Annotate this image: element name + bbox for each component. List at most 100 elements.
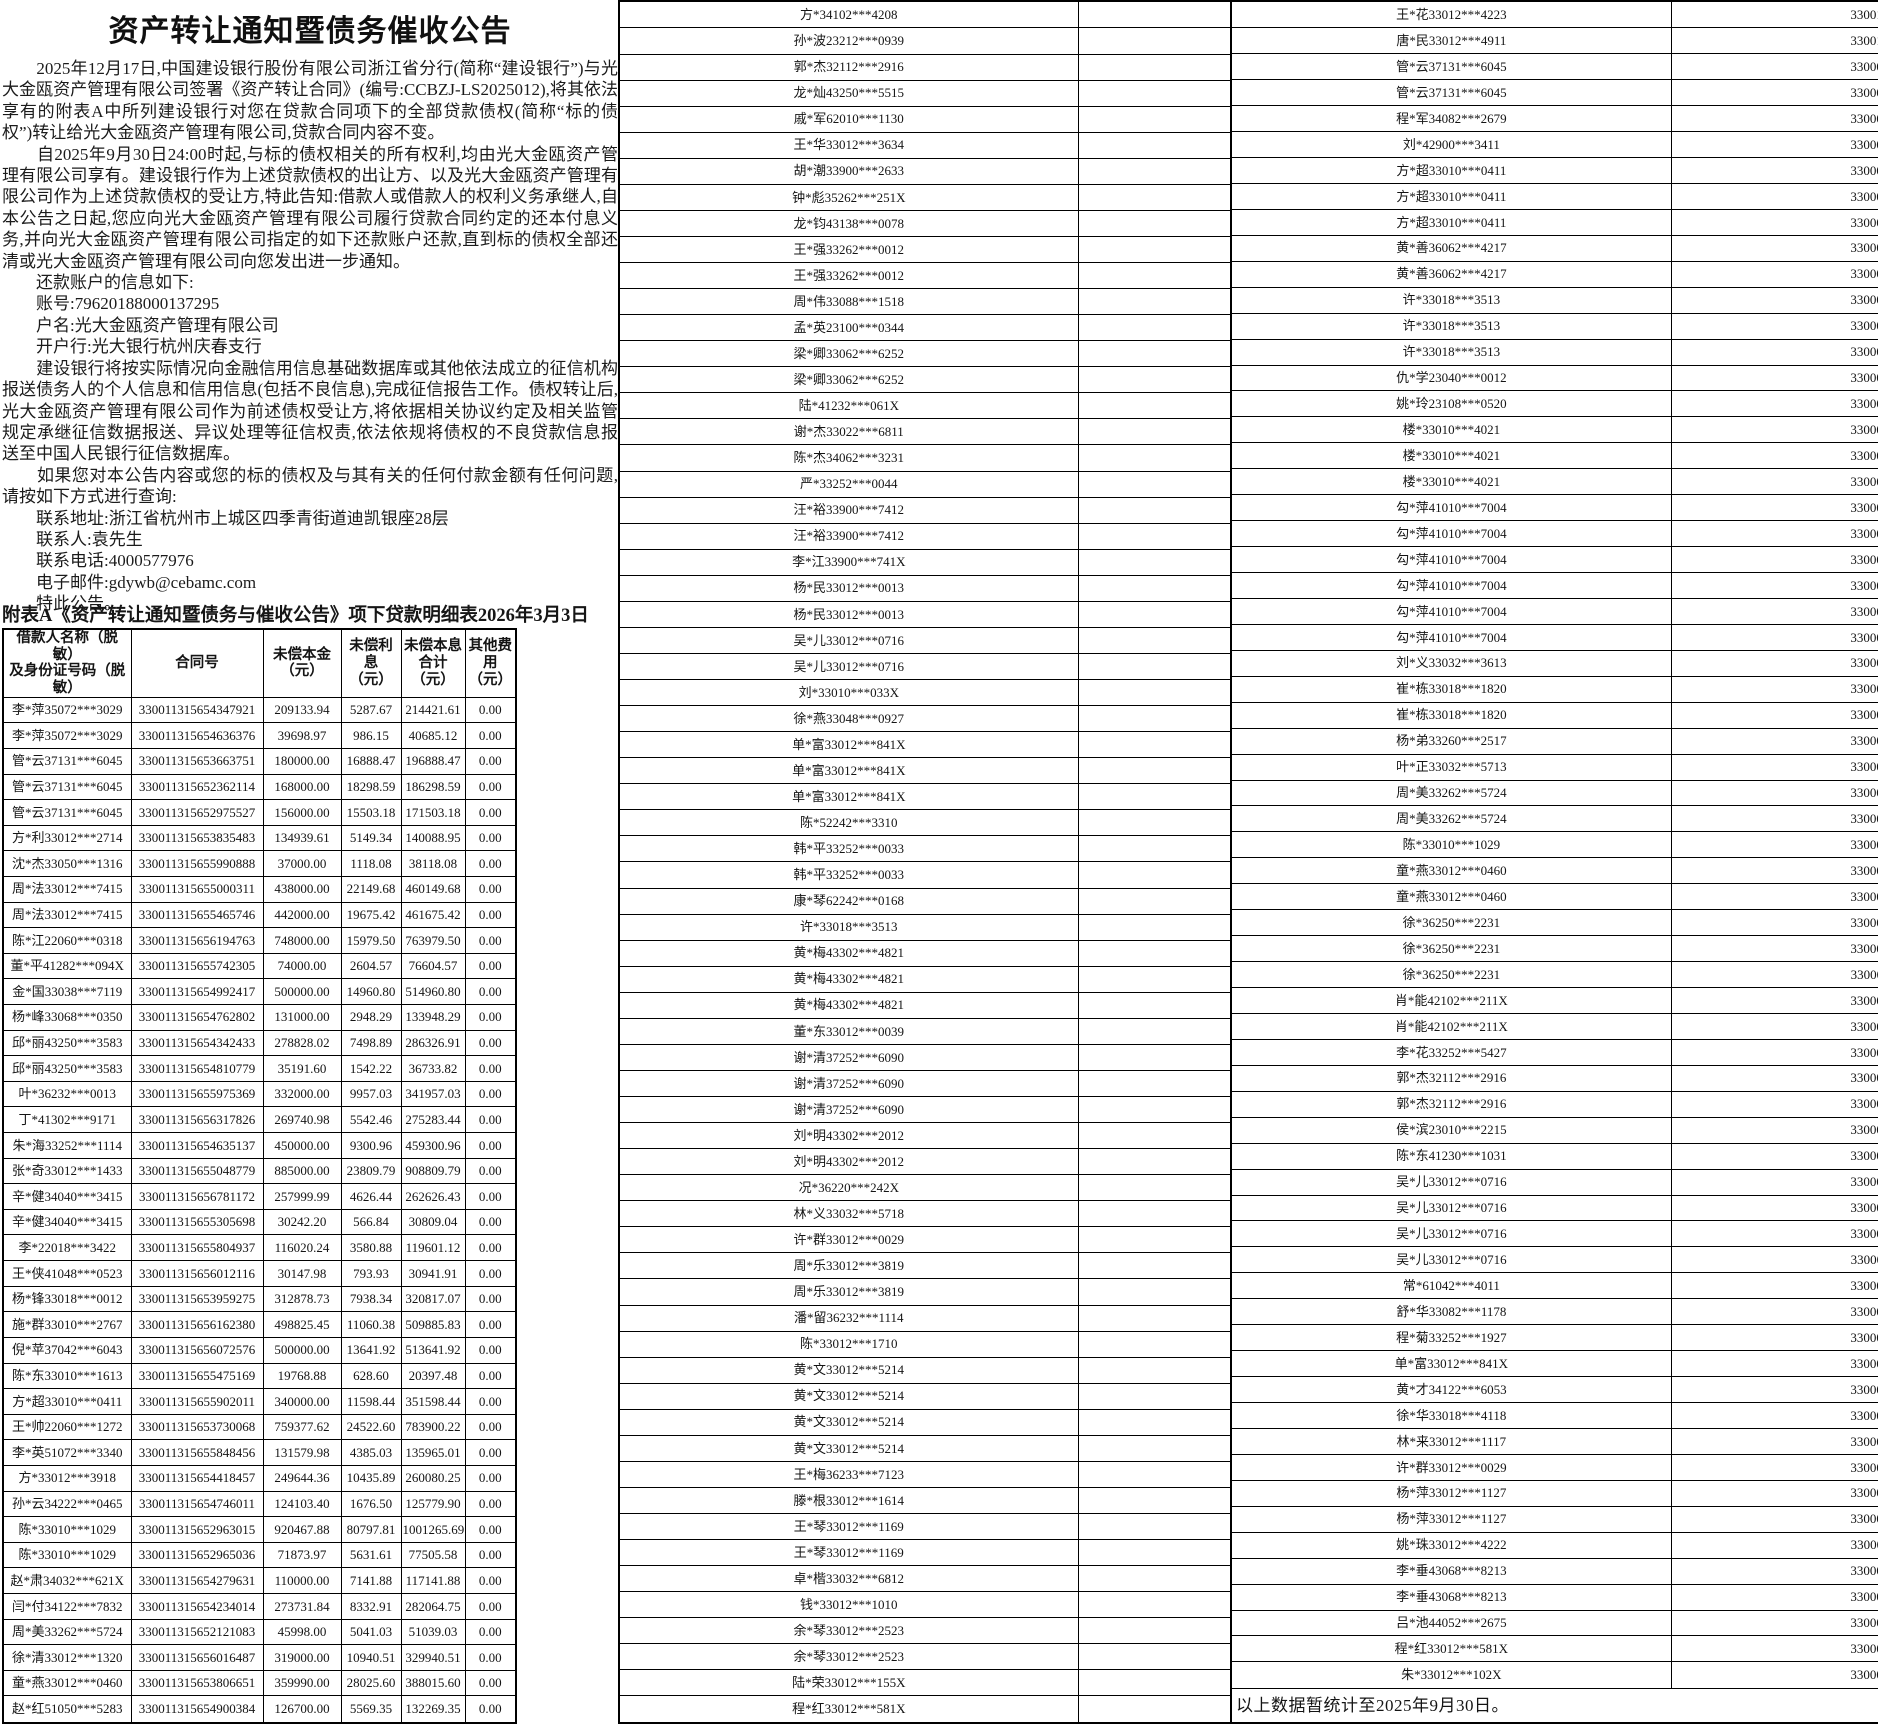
cell: 陈*东33010***1613: [2, 1362, 132, 1390]
cell: 况*36220***242X: [618, 1174, 1079, 1202]
cell: 0.00: [464, 1644, 517, 1671]
cell: 9957.03: [340, 1080, 402, 1108]
cell: 262626.43: [400, 1183, 466, 1210]
cell: 1542.22: [340, 1055, 402, 1082]
cell: 74000.00: [262, 952, 342, 980]
cell: 7141.88: [340, 1567, 402, 1595]
cell: 793.93: [340, 1260, 402, 1287]
cell: 龙*钧43138***0078: [618, 209, 1079, 237]
cell: 30941.91: [400, 1260, 466, 1287]
cell: 李*萍35072***3029: [2, 696, 132, 724]
cell: 45998.00: [262, 1618, 342, 1646]
cell: 郭*杰32112***2916: [618, 53, 1079, 81]
cell: 方*利33012***2714: [2, 824, 132, 852]
cell: 330009115656002717: [1670, 572, 1878, 599]
cell: 谢*清37252***6090: [618, 1069, 1079, 1098]
cell: 王*琴33012***1169: [618, 1513, 1079, 1541]
cell: 330011315655465746: [130, 901, 264, 929]
cell: 1001265.69: [400, 1516, 466, 1543]
table-row: 陈*东33010***1613 330011315655475169 19768.8…: [2, 1362, 517, 1390]
cell: 330011315655742305: [130, 952, 264, 980]
cell: 0.00: [464, 1362, 517, 1390]
table-row: 金*国33038***7119 330011315654992417 500000.…: [2, 978, 517, 1005]
cell: 330009115654672527: [1670, 1064, 1878, 1092]
cell: 单*富33012***841X: [1230, 1350, 1672, 1378]
cell: 359990.00: [262, 1669, 342, 1697]
cell: 0.00: [464, 1695, 517, 1724]
table-row: 陈*江22060***0318 330011315656194763 748000.…: [2, 927, 517, 954]
notice-paragraph: 还款账户的信息如下:: [2, 273, 194, 293]
cell: 330011315656162380: [130, 1311, 264, 1338]
cell: 黄*文33012***5214: [618, 1408, 1079, 1436]
cell: 张*奇33012***1433: [2, 1157, 132, 1185]
cell: 330011315655804937: [130, 1234, 264, 1262]
table-row: 辛*健34040***3415 330011315656781172 257999.…: [2, 1183, 517, 1210]
cell: 5149.34: [340, 824, 402, 852]
table-row: 吕*池44052***2675330009115656059846387993.…: [1230, 1609, 1878, 1637]
table-row: 李*花33252***5427330009115612506975447222.…: [1230, 1038, 1878, 1066]
cell: 330009115655770055: [1670, 649, 1878, 677]
table-row: 仇*学23040***0012330009115655221017276000.…: [1230, 364, 1878, 392]
table-row: 许*33018***3513330009115654166024150126.6…: [1230, 338, 1878, 366]
table-row: 周*法33012***7415 330011315655000311 438000.…: [2, 875, 517, 903]
cell: 徐*36250***2231: [1230, 961, 1672, 989]
cell: 0.00: [464, 747, 517, 775]
cell: 330011315654636376: [130, 722, 264, 749]
cell: 312878.73: [262, 1285, 342, 1313]
cell: 0.00: [464, 1132, 517, 1159]
cell: 韩*平33252***0033: [618, 835, 1079, 863]
cell: 249644.36: [262, 1464, 342, 1492]
loan-table-left: 借款人名称（脱敏） 及身份证号码（脱敏） 合同号 未偿本金 （元） 未偿利息 （元）未…: [2, 628, 517, 1724]
table-row: 许*群33012***0029330009115654534183297967.…: [1230, 1453, 1878, 1481]
table-row: 周*美33262***5724330009115653364681139000.…: [1230, 779, 1878, 807]
cell: 王*帅22060***1272: [2, 1413, 132, 1441]
cell: 513641.92: [400, 1336, 466, 1364]
cell: 汪*裕33900***7412: [618, 522, 1079, 550]
cell: 陈*33010***1029: [1230, 831, 1672, 859]
table-row: 叶*36232***0013 330011315655975369 332000.0…: [2, 1080, 517, 1108]
table-row: 朱*海33252***1114 330011315654635137 450000.…: [2, 1132, 517, 1159]
cell: 邱*丽43250***3583: [2, 1055, 132, 1082]
cell: 陈*33010***1029: [2, 1541, 132, 1569]
table-row: 王*侠41048***0523 330011315656012116 30147.9…: [2, 1260, 517, 1287]
table-row: 周*美33262***5724 330011315652121083 45998.0…: [2, 1618, 517, 1646]
cell: 330009115655818930: [1670, 468, 1878, 496]
table-row: 陈*33010***1029330009115656059409118225.3…: [1230, 831, 1878, 859]
cell: 滕*根33012***1614: [618, 1486, 1079, 1515]
cell: 杨*萍33012***1127: [1230, 1479, 1672, 1507]
cell: 勾*萍41010***7004: [1230, 494, 1672, 522]
cell: 330009115654291796: [1670, 1272, 1878, 1300]
cell: 童*燕33012***0460: [2, 1669, 132, 1697]
cell: 4626.44: [340, 1183, 402, 1210]
cell: 黄*梅43302***4821: [618, 991, 1079, 1019]
cell: 0.00: [464, 696, 517, 724]
cell: 董*东33012***0039: [618, 1017, 1079, 1045]
cell: 920467.88: [262, 1516, 342, 1543]
cell: 康*琴62242***0168: [618, 887, 1079, 915]
table-row: 勾*萍41010***7004330009115655619523211000.…: [1230, 520, 1878, 548]
table-row: 吴*儿33012***071633000911565410712023000.0…: [1230, 1220, 1878, 1248]
cell: 陆*41232***061X: [618, 392, 1079, 420]
cell: 方*超33010***0411: [1230, 182, 1672, 210]
cell: 278828.02: [262, 1029, 342, 1057]
cell: 461675.42: [400, 901, 466, 929]
cell: 330009115654720331: [1670, 675, 1878, 703]
table-row: 施*群33010***2767 330011315656162380 498825.…: [2, 1311, 517, 1338]
cell: 330011315655990888: [130, 850, 264, 877]
notice-paragraph: 自2025年9月30日24:00时起,与标的债权相关的所有权利,均由光大金瓯资产…: [2, 144, 618, 271]
cell: 徐*36250***2231: [1230, 909, 1672, 937]
cell: 135965.01: [400, 1439, 466, 1466]
cell: 梁*卿33062***6252: [618, 340, 1079, 368]
cell: 330011315656219615: [1670, 27, 1878, 55]
cell: 22149.68: [340, 875, 402, 903]
notice-paragraph: 联系地址:浙江省杭州市上城区四季青街道迪凯银座28层: [2, 508, 449, 528]
notice-paragraph: 如果您对本公告内容或您的标的债权及与其有关的任何付款金额有任何问题,请按如下方式…: [2, 465, 618, 507]
cell: 269740.98: [262, 1106, 342, 1134]
notice-paragraph: 联系电话:4000577976: [2, 551, 194, 571]
cell: 仇*学23040***0012: [1230, 364, 1672, 392]
cell: 许*33018***3513: [1230, 312, 1672, 340]
cell: 330009115654819962: [1670, 623, 1878, 651]
cell: 186298.59: [400, 773, 466, 801]
cell: 勾*萍41010***7004: [1230, 546, 1672, 574]
